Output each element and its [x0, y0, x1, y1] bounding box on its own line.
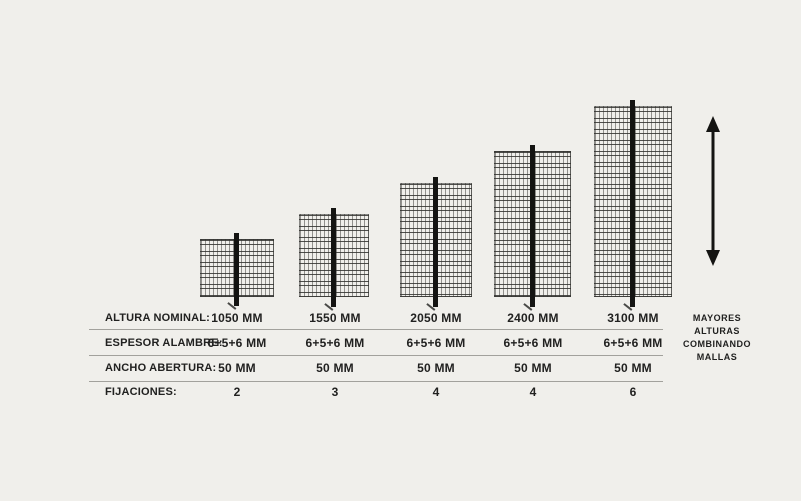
spec-value-fijaciones-1: 2 — [233, 385, 241, 399]
side-note-line: ALTURAS — [694, 326, 740, 336]
spec-value-espesor-4: 6+5+6 MM — [503, 336, 563, 350]
panel-post — [234, 233, 239, 306]
side-note: MAYORES ALTURAS COMBINANDO MALLAS — [671, 312, 763, 364]
spec-value-ancho-2: 50 MM — [316, 361, 354, 375]
row-separator — [89, 329, 663, 330]
spec-value-ancho-3: 50 MM — [417, 361, 455, 375]
spec-value-ancho-4: 50 MM — [514, 361, 552, 375]
side-note-line: MAYORES — [692, 313, 742, 323]
spec-value-altura-2: 1550 MM — [309, 311, 361, 325]
spec-label-fijaciones: FIJACIONES: — [105, 386, 177, 398]
row-separator — [89, 355, 663, 356]
spec-value-altura-3: 2050 MM — [410, 311, 462, 325]
spec-label-altura-nominal: ALTURA NOMINAL: — [105, 312, 211, 324]
panel-post — [630, 100, 635, 307]
spec-value-fijaciones-2: 3 — [331, 385, 339, 399]
spec-value-espesor-3: 6+5+6 MM — [406, 336, 466, 350]
row-separator — [89, 381, 663, 382]
side-note-line: COMBINANDO — [683, 339, 751, 349]
spec-label-espesor-alambre: ESPESOR ALAMBRE: — [105, 337, 223, 349]
panel-post — [433, 177, 438, 307]
spec-value-espesor-2: 6+5+6 MM — [305, 336, 365, 350]
spec-value-fijaciones-4: 4 — [529, 385, 537, 399]
side-note-line: MALLAS — [696, 352, 738, 362]
spec-value-altura-1: 1050 MM — [211, 311, 263, 325]
spec-value-fijaciones-3: 4 — [432, 385, 440, 399]
spec-value-ancho-5: 50 MM — [614, 361, 652, 375]
spec-value-espesor-5: 6+5+6 MM — [603, 336, 663, 350]
spec-value-altura-4: 2400 MM — [507, 311, 559, 325]
spec-value-espesor-1: 6+5+6 MM — [207, 336, 267, 350]
spec-value-fijaciones-5: 6 — [629, 385, 637, 399]
height-range-double-arrow-icon — [706, 116, 720, 266]
panel-post — [530, 145, 535, 307]
panel-post — [331, 208, 336, 307]
spec-label-ancho-abertura: ANCHO ABERTURA: — [105, 362, 217, 374]
spec-value-altura-5: 3100 MM — [607, 311, 659, 325]
spec-value-ancho-1: 50 MM — [218, 361, 256, 375]
